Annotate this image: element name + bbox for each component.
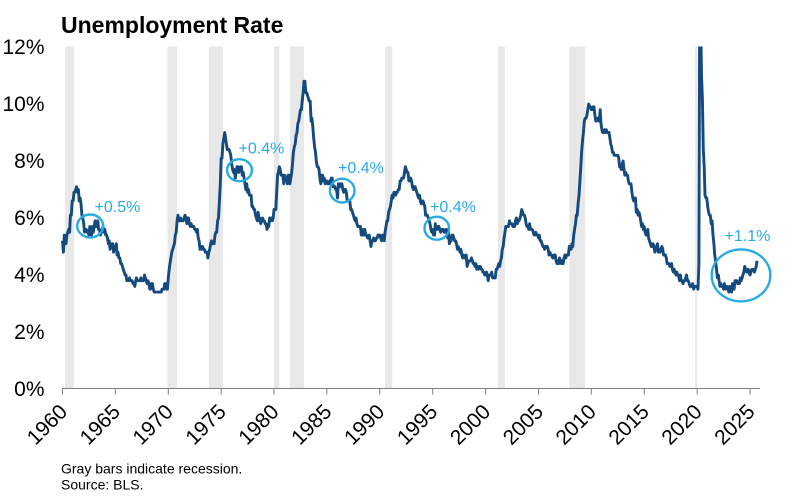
svg-text:+0.5%: +0.5% xyxy=(95,199,141,216)
svg-text:6%: 6% xyxy=(14,207,44,230)
svg-text:10%: 10% xyxy=(2,93,44,116)
svg-text:4%: 4% xyxy=(14,264,44,287)
svg-text:2%: 2% xyxy=(14,321,44,344)
svg-text:+0.4%: +0.4% xyxy=(338,160,384,177)
svg-text:+0.4%: +0.4% xyxy=(430,199,476,216)
svg-text:Gray bars indicate recession.: Gray bars indicate recession. xyxy=(61,461,242,477)
svg-text:+0.4%: +0.4% xyxy=(239,141,285,158)
svg-text:12%: 12% xyxy=(2,36,44,59)
svg-text:Unemployment Rate: Unemployment Rate xyxy=(61,12,283,38)
svg-text:0%: 0% xyxy=(14,378,44,401)
svg-text:+1.1%: +1.1% xyxy=(725,228,771,245)
svg-text:8%: 8% xyxy=(14,150,44,173)
svg-text:Source: BLS.: Source: BLS. xyxy=(61,477,144,493)
